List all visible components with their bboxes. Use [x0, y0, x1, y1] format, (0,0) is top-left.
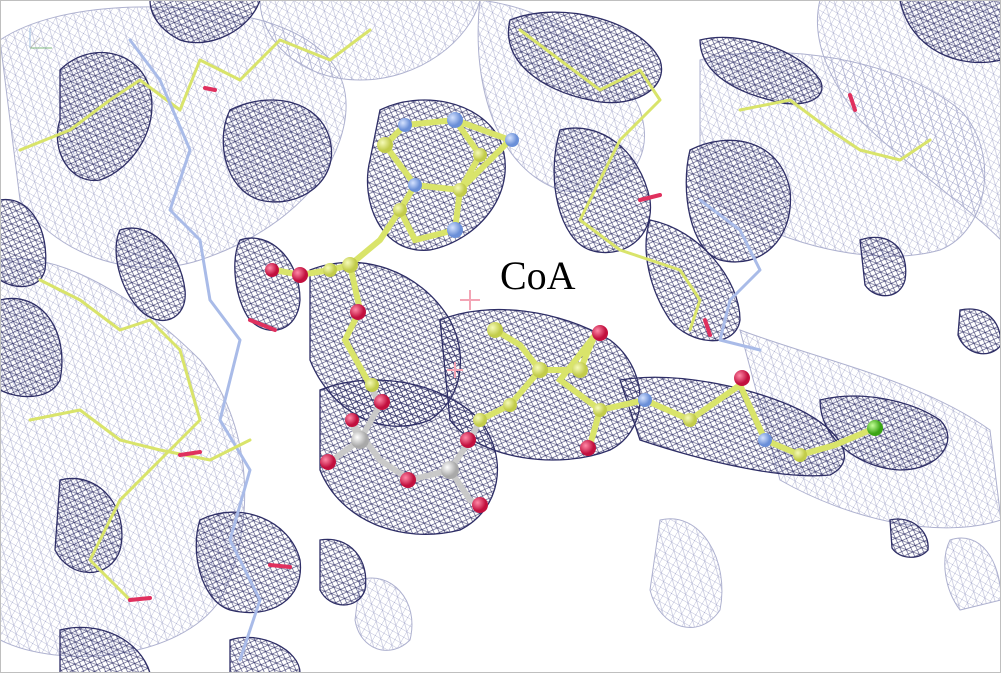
axes-icon: [29, 28, 52, 49]
coa-molecule-model: [265, 112, 883, 513]
protein-backbone-sticks: [18, 28, 932, 662]
marker-crosses: [447, 290, 480, 378]
coa-label: CoA: [500, 253, 576, 298]
